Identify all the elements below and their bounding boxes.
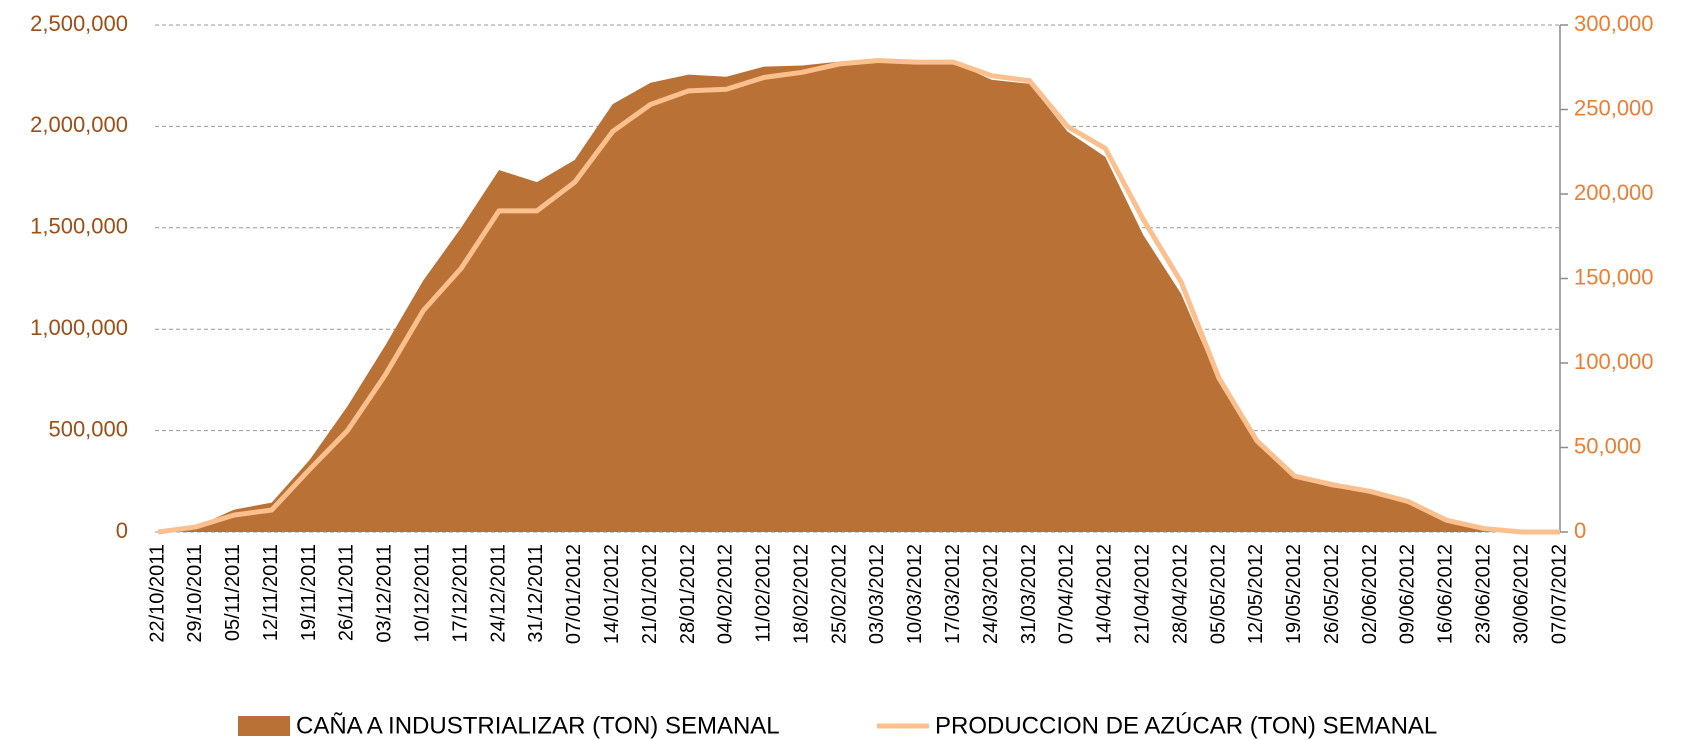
x-tick-label: 24/12/2011 bbox=[487, 544, 509, 643]
x-tick-label: 19/11/2011 bbox=[298, 544, 320, 641]
x-tick-label: 21/01/2012 bbox=[639, 544, 661, 644]
x-tick-label: 05/05/2012 bbox=[1207, 544, 1229, 644]
x-tick-label: 18/02/2012 bbox=[790, 544, 812, 644]
x-tick-label: 04/02/2012 bbox=[715, 544, 737, 644]
x-tick-label: 30/06/2012 bbox=[1510, 544, 1532, 644]
y2-tick-label: 250,000 bbox=[1574, 95, 1654, 120]
y2-tick-label: 50,000 bbox=[1574, 433, 1641, 458]
x-tick-label: 16/06/2012 bbox=[1435, 544, 1457, 644]
x-tick-label: 31/12/2011 bbox=[525, 544, 547, 643]
x-tick-label: 19/05/2012 bbox=[1283, 544, 1305, 644]
x-tick-label: 22/10/2011 bbox=[146, 544, 168, 643]
area bbox=[158, 59, 1560, 532]
x-tick-label: 17/03/2012 bbox=[942, 544, 964, 644]
x-tick-label: 12/05/2012 bbox=[1245, 544, 1267, 644]
line bbox=[157, 57, 1560, 535]
x-tick-label: 24/03/2012 bbox=[980, 544, 1002, 644]
y2-tick-label: 150,000 bbox=[1574, 264, 1654, 289]
y-tick-label: 1,500,000 bbox=[30, 214, 128, 239]
x-tick-label: 12/11/2011 bbox=[260, 544, 282, 641]
x-tick-label: 10/03/2012 bbox=[904, 544, 926, 644]
x-tick-label: 02/06/2012 bbox=[1359, 544, 1381, 644]
x-tick-label: 07/04/2012 bbox=[1056, 544, 1078, 644]
x-tick-label: 28/01/2012 bbox=[677, 544, 699, 644]
y2-tick-label: 200,000 bbox=[1574, 180, 1654, 205]
x-tick-label: 25/02/2012 bbox=[828, 544, 850, 644]
x-tick-label: 07/01/2012 bbox=[563, 544, 585, 644]
y2-tick-label: 300,000 bbox=[1574, 11, 1654, 36]
x-tick-label: 09/06/2012 bbox=[1397, 544, 1419, 644]
y2-tick-label: 0 bbox=[1574, 518, 1586, 543]
y-tick-label: 500,000 bbox=[48, 416, 128, 441]
x-tick-label: 29/10/2011 bbox=[184, 544, 206, 643]
x-tick-label: 26/11/2011 bbox=[336, 544, 358, 641]
x-tick-label: 03/12/2011 bbox=[374, 544, 396, 643]
x-tick-label: 17/12/2011 bbox=[449, 544, 471, 643]
y-tick-label: 2,000,000 bbox=[30, 112, 128, 137]
x-tick-label: 28/04/2012 bbox=[1169, 544, 1191, 644]
x-tick-label: 31/03/2012 bbox=[1018, 544, 1040, 644]
x-tick-label: 10/12/2011 bbox=[412, 544, 434, 643]
legend-label: CAÑA A INDUSTRIALIZAR (TON) SEMANAL bbox=[296, 712, 780, 739]
x-tick-label: 26/05/2012 bbox=[1321, 544, 1343, 644]
y-tick-label: 0 bbox=[116, 518, 128, 543]
x-tick-label: 21/04/2012 bbox=[1131, 544, 1153, 644]
y2-tick-label: 100,000 bbox=[1574, 349, 1654, 374]
legend-swatch bbox=[238, 716, 290, 736]
legend-label: PRODUCCION DE AZÚCAR (TON) SEMANAL bbox=[935, 712, 1437, 739]
x-tick-label: 07/07/2012 bbox=[1548, 544, 1570, 644]
y-tick-label: 2,500,000 bbox=[30, 11, 128, 36]
x-tick-label: 14/01/2012 bbox=[601, 544, 623, 644]
x-tick-label: 11/02/2012 bbox=[753, 544, 775, 643]
x-tick-label: 05/11/2011 bbox=[222, 544, 244, 641]
x-tick-label: 14/04/2012 bbox=[1094, 544, 1116, 644]
x-tick-label: 23/06/2012 bbox=[1472, 544, 1494, 644]
x-tick-label: 03/03/2012 bbox=[866, 544, 888, 644]
y-tick-label: 1,000,000 bbox=[30, 315, 128, 340]
